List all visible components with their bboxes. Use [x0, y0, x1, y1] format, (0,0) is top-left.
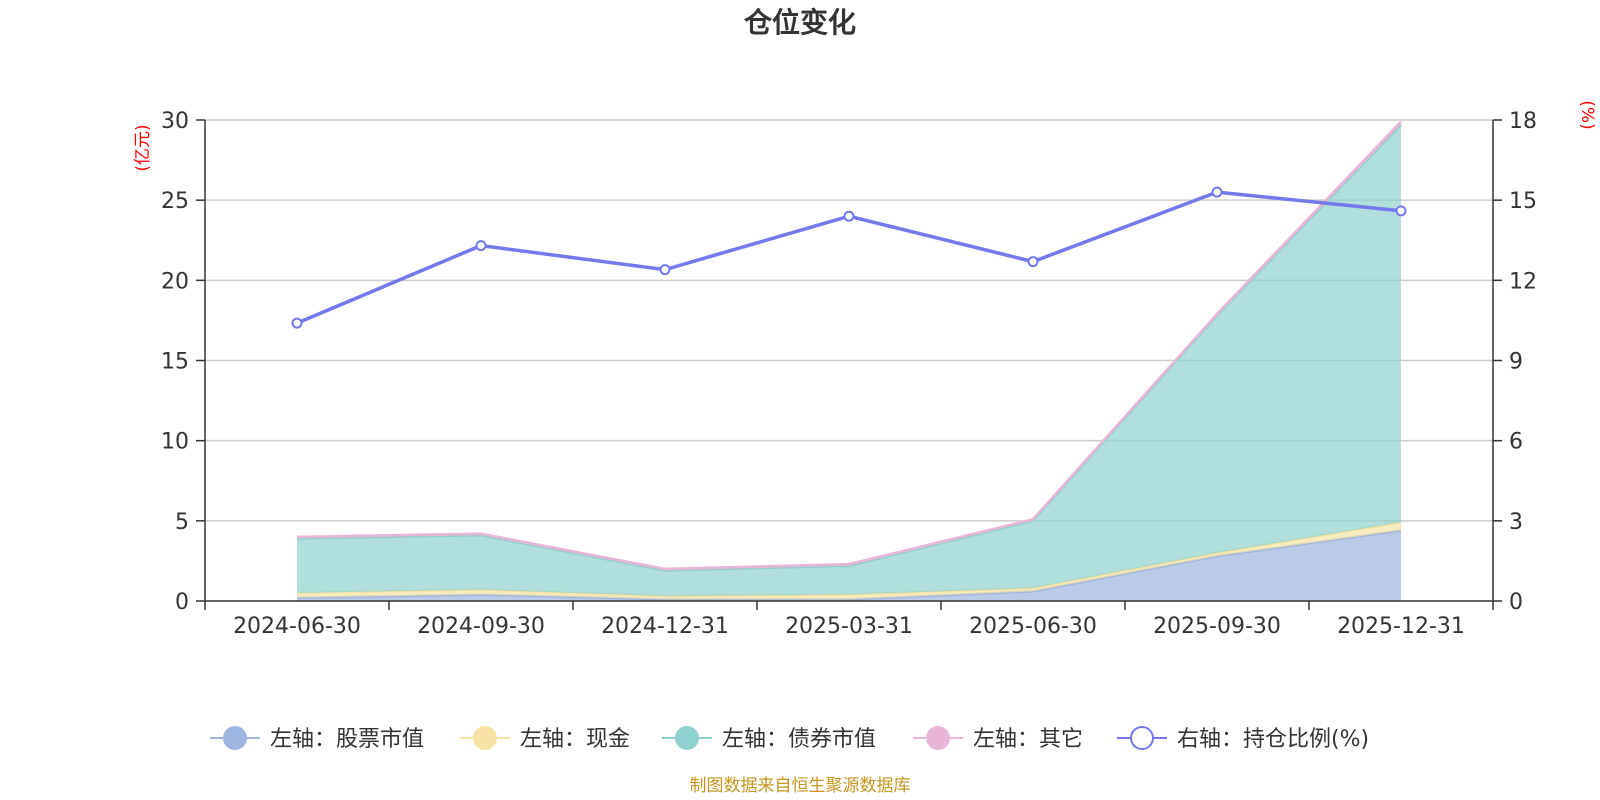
ratio-point — [1395, 205, 1407, 217]
right-axis-unit: (%) — [1577, 100, 1597, 129]
left-axis-tick-label: 30 — [161, 109, 189, 134]
legend-marker — [473, 726, 497, 750]
ratio-point — [1211, 186, 1223, 198]
right-axis-tick-label: 6 — [1509, 430, 1523, 455]
area-series-4-edge — [296, 120, 1402, 571]
area-series-1-edge — [296, 529, 1402, 601]
legend-label: 左轴：现金 — [520, 727, 630, 752]
right-axis-tick-label: 0 — [1509, 590, 1523, 615]
legend-marker — [675, 726, 699, 750]
ratio-point — [843, 210, 855, 222]
legend-label: 右轴：持仓比例(%) — [1177, 727, 1369, 752]
legend-label: 左轴：其它 — [973, 727, 1083, 752]
axes: 0 5 10 15 20 25 30 0 3 6 9 12 15 18 2024-06-30 2024-09-… — [161, 109, 1537, 639]
left-axis-tick-label: 15 — [161, 350, 189, 375]
legend-label: 左轴：股票市值 — [270, 727, 424, 752]
right-axis-tick-label: 3 — [1509, 510, 1523, 535]
x-axis-tick-label: 2025-09-30 — [1153, 614, 1281, 639]
right-axis-tick-label: 15 — [1509, 189, 1537, 214]
x-axis-tick-label: 2024-06-30 — [233, 614, 361, 639]
legend-marker — [1130, 726, 1154, 750]
left-axis-tick-label: 20 — [161, 269, 189, 294]
x-axis-tick-label: 2024-12-31 — [601, 614, 729, 639]
left-axis-tick-label: 10 — [161, 430, 189, 455]
left-axis-unit: (亿元) — [133, 124, 153, 171]
left-axis-tick-label: 25 — [161, 189, 189, 214]
left-axis-tick-label: 0 — [175, 590, 189, 615]
area-series-3 — [297, 124, 1401, 597]
ratio-point — [659, 264, 671, 276]
legend-marker — [926, 726, 950, 750]
legend: 左轴：股票市值 左轴：现金 左轴：债券市值 左轴：其它 右轴：持仓比例(%) — [210, 726, 1369, 752]
ratio-point — [291, 317, 303, 329]
right-axis-tick-label: 9 — [1509, 350, 1523, 375]
x-axis-tick-label: 2025-06-30 — [969, 614, 1097, 639]
legend-marker — [223, 726, 247, 750]
x-axis-tick-label: 2024-09-30 — [417, 614, 545, 639]
legend-label: 左轴：债券市值 — [722, 727, 876, 752]
stacked-areas — [296, 120, 1402, 601]
ratio-point — [1027, 256, 1039, 268]
ratio-line — [291, 186, 1407, 329]
right-axis-tick-label: 12 — [1509, 269, 1537, 294]
chart-title: 仓位变化 — [744, 6, 856, 39]
left-axis-tick-label: 5 — [175, 510, 189, 535]
area-series-1 — [297, 530, 1401, 601]
right-axis-tick-label: 18 — [1509, 109, 1537, 134]
ratio-point — [475, 240, 487, 252]
data-source-note: 制图数据来自恒生聚源数据库 — [690, 776, 911, 796]
x-axis-tick-label: 2025-12-31 — [1337, 614, 1465, 639]
x-axis-tick-label: 2025-03-31 — [785, 614, 913, 639]
